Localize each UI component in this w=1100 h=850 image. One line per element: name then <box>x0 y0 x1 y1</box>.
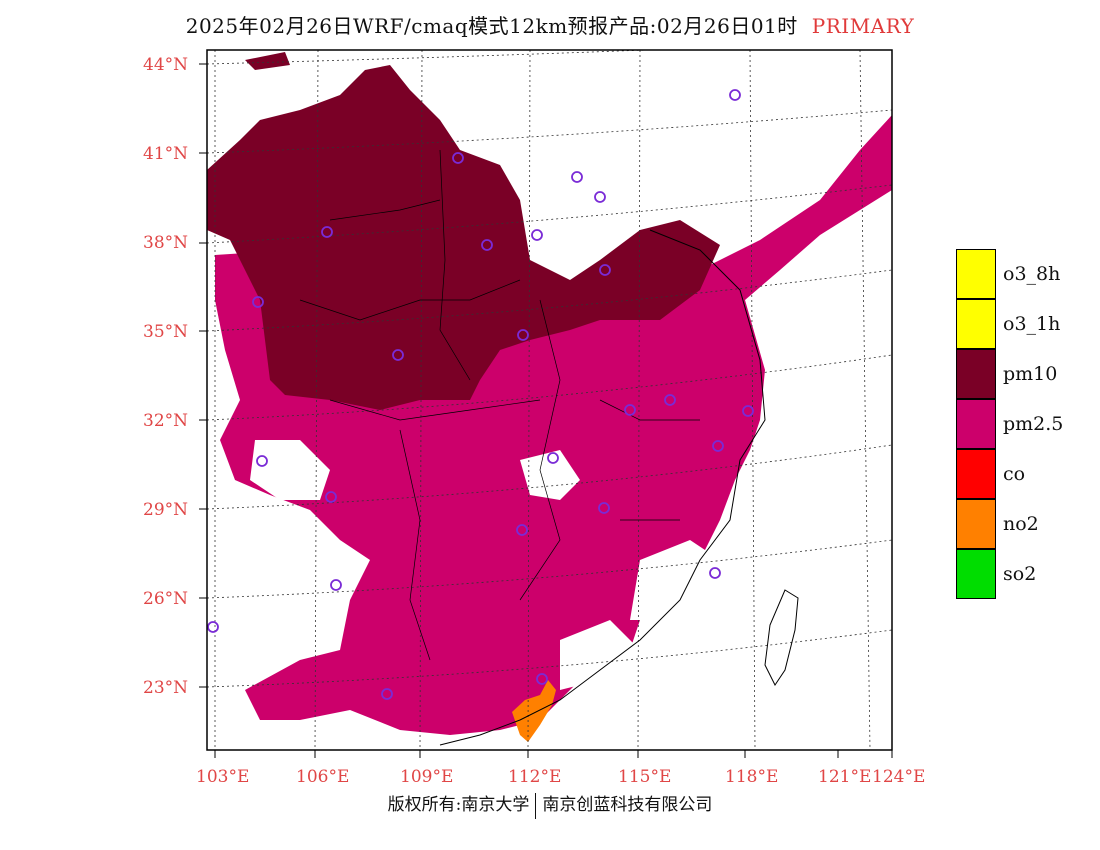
lon-label-121: 121°E <box>818 767 872 787</box>
clean-area-hubei <box>520 450 580 500</box>
title-text: 2025年02月26日WRF/cmaq模式12km预报产品:02月26日01时 <box>185 14 798 38</box>
legend-swatch-pm25 <box>956 399 996 449</box>
lat-label-38: 38°N <box>143 233 189 253</box>
legend-label-co: co <box>1003 463 1026 485</box>
taiwan-outline <box>764 589 799 686</box>
coastline <box>439 229 766 746</box>
lat-label-29: 29°N <box>143 500 189 520</box>
axis-ticks <box>199 63 893 758</box>
city-markers <box>207 89 754 700</box>
province-boundaries <box>299 149 700 661</box>
clean-area-fujian <box>630 540 720 620</box>
lat-label-23: 23°N <box>143 678 189 698</box>
lon-label-106: 106°E <box>296 767 350 787</box>
legend-label-so2: so2 <box>1003 563 1037 585</box>
lon-label-103: 103°E <box>196 767 250 787</box>
lon-label-118: 118°E <box>725 767 779 787</box>
page-title: 2025年02月26日WRF/cmaq模式12km预报产品:02月26日01时 P… <box>0 10 1100 39</box>
copyright-footer: 版权所有:南京大学 南京创蓝科技有限公司 <box>0 790 1100 819</box>
legend-swatch-co <box>956 449 996 499</box>
lon-label-112: 112°E <box>508 767 562 787</box>
pm25-region <box>215 115 892 735</box>
legend-label-o3-8h: o3_8h <box>1003 263 1061 285</box>
lat-label-44: 44°N <box>143 55 189 75</box>
lat-label-35: 35°N <box>143 322 189 342</box>
legend-swatch-o3-8h <box>956 249 996 299</box>
primary-tag: PRIMARY <box>811 14 915 38</box>
legend-label-pm10: pm10 <box>1003 363 1058 385</box>
lat-label-32: 32°N <box>143 411 189 431</box>
copyright-right: 南京创蓝科技有限公司 <box>542 795 713 815</box>
lon-label-109: 109°E <box>400 767 454 787</box>
no2-region <box>512 680 556 742</box>
legend-swatch-so2 <box>956 549 996 599</box>
pm10-region <box>207 65 720 410</box>
clean-area-yunnan <box>207 520 330 680</box>
lat-label-41: 41°N <box>143 144 189 164</box>
legend-label-no2: no2 <box>1003 513 1039 535</box>
graticule <box>207 50 892 750</box>
lat-label-26: 26°N <box>143 589 189 609</box>
clean-area-sichuan <box>250 440 330 500</box>
copyright-left: 版权所有:南京大学 <box>387 795 530 815</box>
legend-label-pm25: pm2.5 <box>1003 413 1064 435</box>
clean-area-guangdong <box>560 620 640 690</box>
lon-label-124: 124°E <box>872 767 926 787</box>
footer-divider <box>535 792 537 819</box>
legend-swatch-pm10 <box>956 349 996 399</box>
legend-swatch-no2 <box>956 499 996 549</box>
lon-label-115: 115°E <box>618 767 672 787</box>
map-frame <box>206 49 893 751</box>
legend-swatch-o3-1h <box>956 299 996 349</box>
pm10-patch-north <box>245 52 290 70</box>
legend-label-o3-1h: o3_1h <box>1003 313 1061 335</box>
